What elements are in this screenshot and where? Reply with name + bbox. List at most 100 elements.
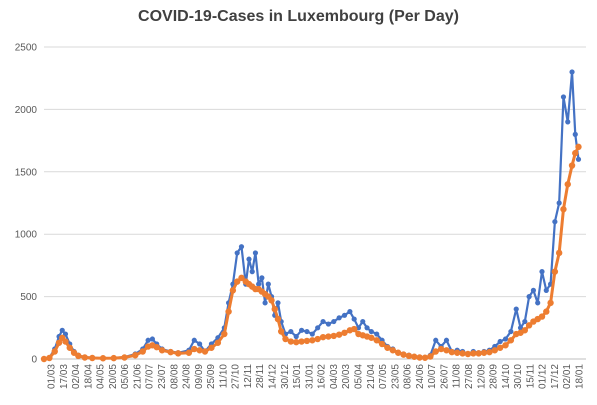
series-0-point-37 bbox=[256, 281, 262, 287]
series-1-point-70 bbox=[411, 353, 418, 360]
y-tick-label-3: 1500 bbox=[15, 167, 38, 178]
series-1-point-14 bbox=[132, 352, 139, 359]
series-1-point-50 bbox=[309, 337, 316, 344]
series-1-point-2 bbox=[51, 348, 58, 355]
series-1-point-9 bbox=[81, 354, 88, 361]
x-tick-label-38: 30/10 bbox=[513, 364, 524, 389]
series-1-point-77 bbox=[448, 348, 456, 356]
series-0-point-100 bbox=[560, 94, 567, 100]
y-tick-label-1: 500 bbox=[20, 292, 37, 303]
series-0-point-31 bbox=[234, 250, 240, 256]
series-1-point-44 bbox=[277, 328, 285, 335]
x-tick-label-5: 20/05 bbox=[108, 364, 119, 389]
series-1-point-97 bbox=[547, 299, 554, 307]
series-0-point-76 bbox=[443, 337, 450, 343]
series-1-point-8 bbox=[75, 352, 82, 360]
series-0-point-48 bbox=[298, 327, 305, 333]
series-1-point-48 bbox=[298, 338, 305, 345]
series-1-point-45 bbox=[282, 335, 289, 343]
series-1-point-18 bbox=[153, 343, 160, 351]
series-1-point-68 bbox=[400, 351, 407, 358]
series-1-point-41 bbox=[268, 297, 275, 304]
series-1-point-28 bbox=[221, 330, 228, 338]
series-1-point-11 bbox=[99, 355, 107, 362]
series-1-point-85 bbox=[491, 347, 498, 354]
series-0-point-103 bbox=[572, 131, 578, 137]
series-0-point-51 bbox=[315, 325, 321, 331]
y-tick-label-5: 2500 bbox=[15, 43, 38, 54]
series-0-line bbox=[43, 70, 580, 361]
series-0-point-99 bbox=[556, 200, 562, 206]
series-1-point-30 bbox=[229, 287, 237, 294]
series-1-point-10 bbox=[89, 354, 96, 362]
series-0-point-92 bbox=[526, 294, 532, 300]
series-1-point-86 bbox=[496, 344, 504, 351]
series-1-point-69 bbox=[405, 352, 413, 360]
series-0-point-39 bbox=[262, 300, 268, 306]
series-1-point-0 bbox=[40, 355, 48, 363]
series-1-point-27 bbox=[214, 339, 222, 346]
series-1-point-24 bbox=[196, 347, 203, 354]
x-tick-label-20: 15/01 bbox=[292, 364, 303, 389]
x-tick-label-4: 04/05 bbox=[96, 364, 107, 389]
series-1-point-62 bbox=[368, 334, 375, 341]
x-tick-label-34: 27/08 bbox=[464, 364, 475, 389]
series-0-point-54 bbox=[331, 318, 337, 325]
series-0-point-94 bbox=[535, 300, 541, 306]
series-1-point-99 bbox=[555, 249, 563, 257]
x-tick-label-28: 23/05 bbox=[390, 364, 401, 389]
series-1-point-21 bbox=[174, 350, 182, 357]
series-0-point-101 bbox=[565, 119, 571, 125]
series-0-point-87 bbox=[502, 336, 509, 342]
x-tick-label-42: 02/01 bbox=[562, 364, 573, 389]
series-1-point-73 bbox=[427, 353, 434, 360]
x-tick-label-8: 07/07 bbox=[145, 364, 156, 389]
series-1-point-52 bbox=[319, 333, 327, 341]
x-tick-label-22: 16/02 bbox=[317, 364, 328, 389]
x-tick-label-37: 14/10 bbox=[501, 364, 512, 389]
series-1-point-92 bbox=[525, 322, 533, 329]
series-1-point-29 bbox=[225, 308, 232, 315]
series-0-point-63 bbox=[374, 331, 380, 337]
series-0-point-34 bbox=[246, 256, 252, 262]
x-tick-label-35: 12/09 bbox=[476, 364, 487, 389]
chart-title: COVID-19-Cases in Luxembourg (Per Day) bbox=[138, 8, 459, 25]
series-1-point-58 bbox=[350, 325, 358, 333]
series-0-point-35 bbox=[249, 269, 255, 275]
x-tick-label-13: 25/09 bbox=[206, 364, 217, 389]
series-1-point-75 bbox=[437, 345, 445, 353]
x-tick-label-12: 09/09 bbox=[194, 364, 205, 389]
series-1-point-25 bbox=[201, 348, 209, 355]
series-1-point-66 bbox=[389, 347, 397, 354]
x-tick-label-14: 11/10 bbox=[218, 364, 229, 389]
series-1-point-101 bbox=[564, 181, 571, 188]
series-0-point-38 bbox=[259, 275, 265, 281]
series-0 bbox=[41, 69, 582, 362]
x-tick-label-40: 01/12 bbox=[538, 364, 549, 389]
x-tick-label-17: 28/11 bbox=[255, 364, 266, 389]
series-0-point-93 bbox=[530, 287, 537, 293]
series-1-point-103 bbox=[572, 149, 579, 157]
series-0-point-50 bbox=[309, 331, 315, 337]
series-0-point-62 bbox=[368, 328, 374, 335]
series-1-point-49 bbox=[303, 337, 311, 345]
x-tick-label-3: 18/04 bbox=[83, 364, 94, 389]
series-0-point-86 bbox=[497, 338, 503, 345]
series-1-line bbox=[43, 146, 580, 361]
x-tick-label-30: 24/06 bbox=[415, 364, 426, 389]
series-1-point-15 bbox=[139, 348, 146, 355]
series-1-point-82 bbox=[475, 350, 482, 357]
series-0-point-49 bbox=[304, 328, 310, 335]
series-1-point-47 bbox=[293, 338, 300, 346]
series-1-point-55 bbox=[335, 331, 343, 338]
series-0-point-46 bbox=[288, 328, 294, 335]
series-1-point-26 bbox=[208, 344, 215, 351]
x-tick-label-1: 17/03 bbox=[59, 364, 70, 389]
x-tick-label-6: 05/06 bbox=[120, 364, 131, 389]
series-0-point-89 bbox=[513, 306, 519, 312]
series-0-point-32 bbox=[238, 244, 245, 250]
series-1-point-87 bbox=[502, 342, 509, 349]
x-tick-label-7: 21/06 bbox=[132, 364, 143, 389]
series-1-point-100 bbox=[560, 206, 567, 213]
